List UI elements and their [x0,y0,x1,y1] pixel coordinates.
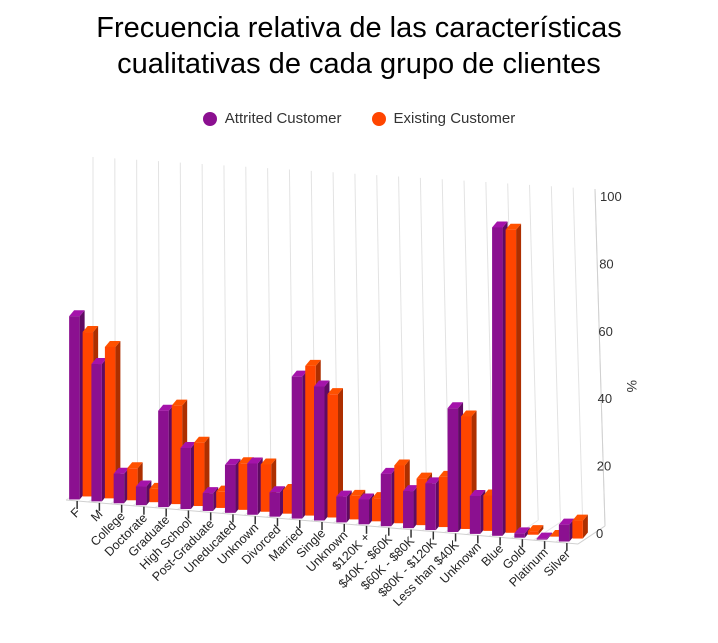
grid-line-vertical [398,176,406,509]
bar-attrited[interactable] [91,358,107,502]
grid-edge-right [594,188,606,527]
legend-swatch-attrited [202,111,217,126]
y-tick-label: 20 [597,459,611,474]
grid-line-vertical [419,177,428,511]
bar-attrited[interactable] [69,310,85,500]
bar-attrited[interactable] [158,404,174,508]
grid-line-vertical [376,175,383,507]
grid-edge-floor-right [577,525,606,545]
bar-attrited[interactable] [202,487,219,511]
grid-line-vertical [136,159,139,486]
grid-line-vertical [572,187,584,525]
bar-existing[interactable] [572,514,588,539]
y-tick-label: 40 [598,391,612,406]
grid-line-vertical [354,173,361,505]
bar-existing[interactable] [527,525,544,535]
bar-attrited[interactable] [492,221,508,536]
y-tick-label: 100 [600,189,622,204]
bar-attrited[interactable] [291,370,308,519]
bar-attrited[interactable] [358,493,375,525]
bar-attrited[interactable] [336,490,352,523]
grid-line-vertical [550,186,561,523]
legend-item-existing[interactable]: Existing Customer [371,110,516,127]
grid-line-vertical [267,168,272,498]
bar-existing[interactable] [327,388,344,518]
bar-attrited[interactable] [113,467,130,504]
bar-attrited[interactable] [314,380,330,521]
y-axis-title: % [624,380,640,392]
x-tick-label: F [68,505,84,521]
legend-label-existing: Existing Customer [393,110,516,127]
bar-attrited[interactable] [425,477,441,531]
chart-title-line-2: cualitativas de cada grupo de clientes [117,48,601,80]
grid-line-vertical [223,165,228,494]
legend-item-attrited[interactable]: Attrited Customer [202,110,342,127]
y-axis: 0 20 40 60 80 100 [596,189,622,541]
bar-existing[interactable] [104,340,121,499]
legend: Attrited Customer Existing Customer [0,110,718,127]
bar-attrited[interactable] [247,457,263,515]
legend-swatch-existing [371,111,386,126]
bar-attrited[interactable] [536,532,553,540]
x-tick-label: M [88,507,105,524]
bar-attrited[interactable] [558,518,575,542]
y-tick-label: 0 [596,526,603,541]
bar-attrited[interactable] [224,458,241,513]
y-tick-label: 60 [598,324,612,339]
bar-attrited[interactable] [403,485,419,529]
legend-label-attrited: Attrited Customer [224,110,342,127]
chart-title-line-1: Frecuencia relativa de las característic… [96,12,622,44]
bar-attrited[interactable] [269,486,285,517]
bar-attrited[interactable] [514,527,530,538]
bar-attrited[interactable] [180,441,196,510]
grid-line-vertical [529,184,539,521]
bars [69,221,588,542]
bar-attrited[interactable] [469,489,486,534]
bar-attrited[interactable] [135,480,152,506]
y-tick-label: 80 [599,256,613,271]
chart-title: Frecuencia relativa de las característic… [0,10,718,82]
bar-existing[interactable] [505,223,522,533]
bar-attrited[interactable] [447,402,464,532]
grid-line-vertical [245,166,250,496]
bar-attrited[interactable] [380,467,397,527]
